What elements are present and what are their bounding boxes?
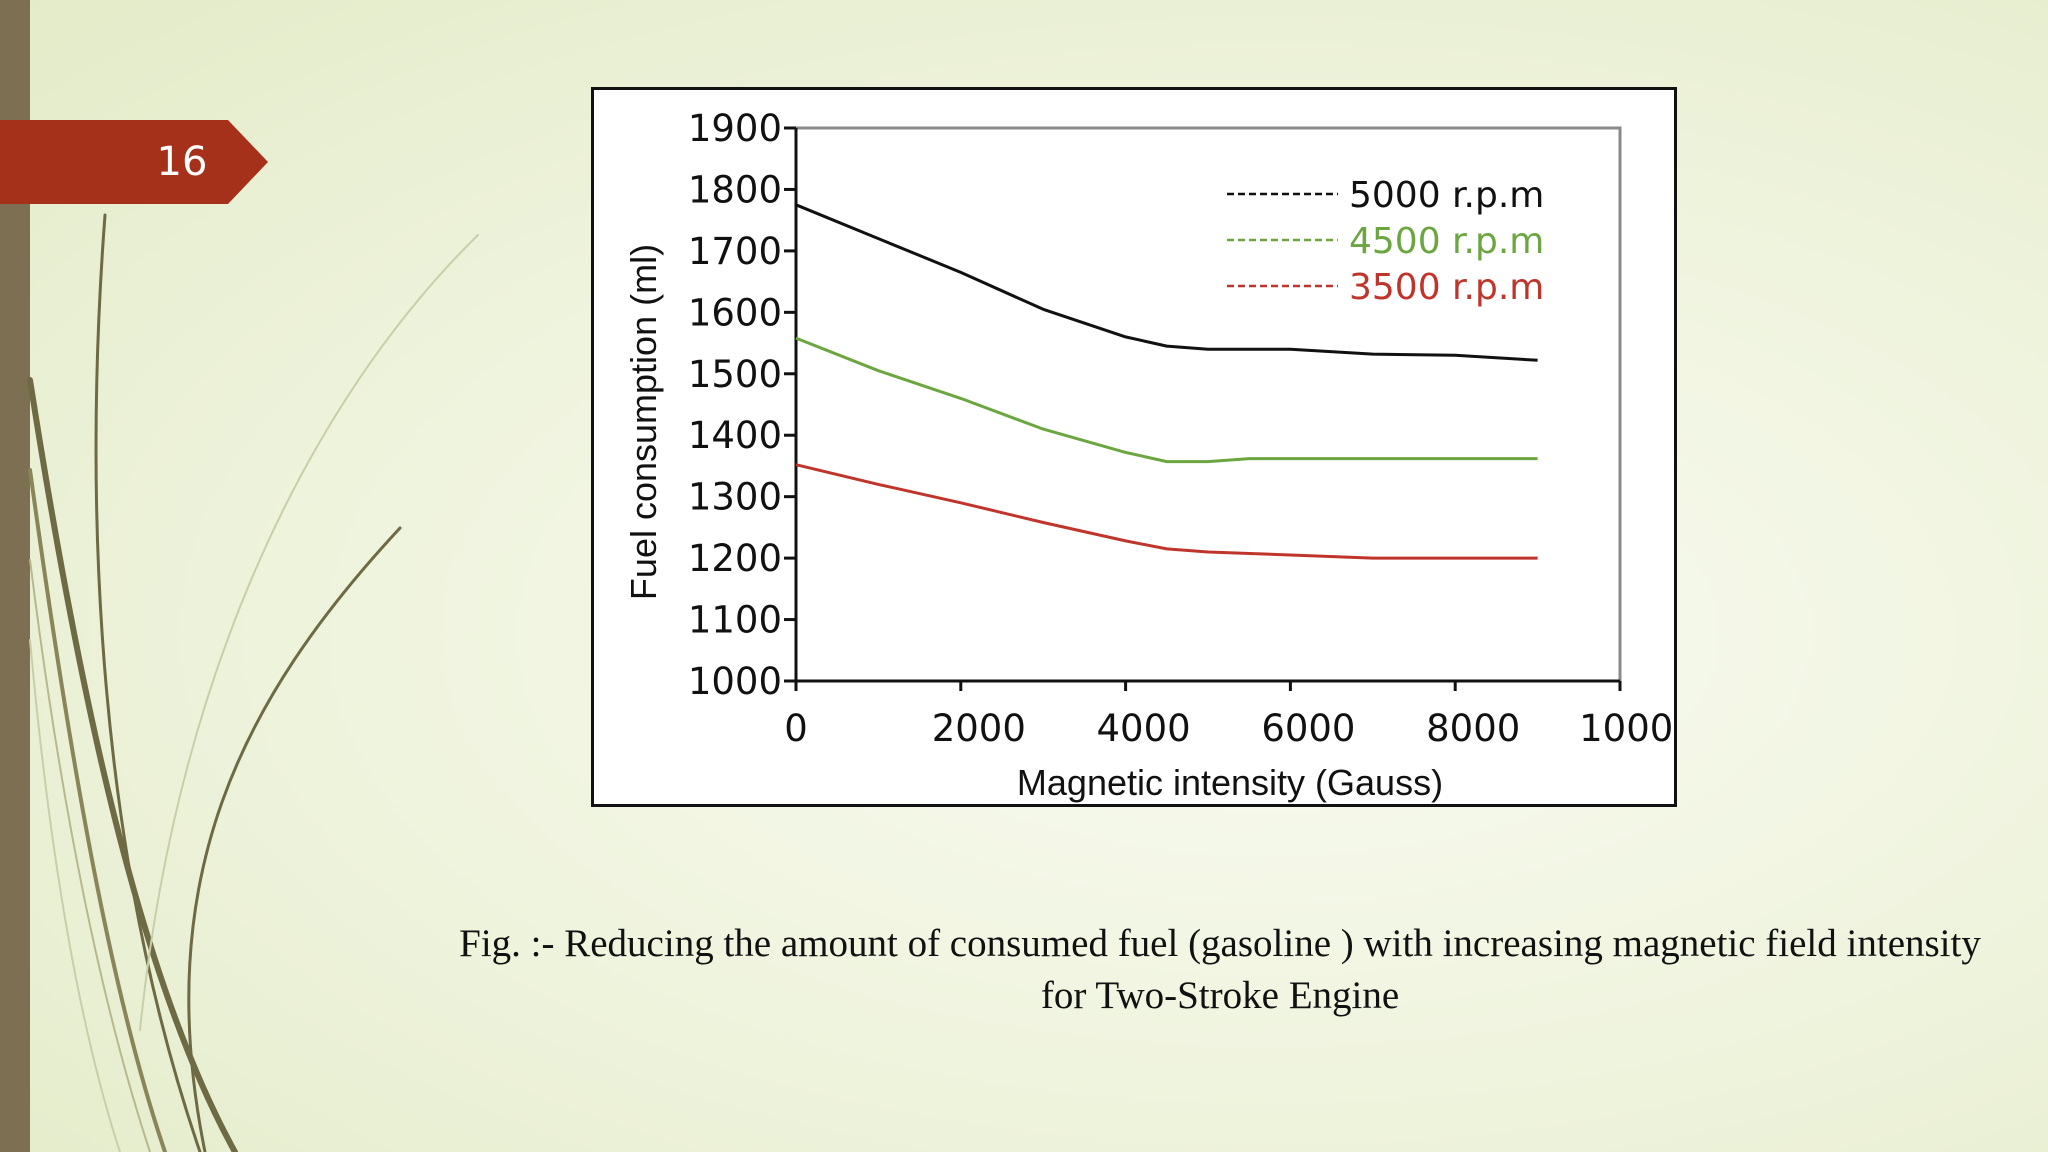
y-tick-label: 1500 <box>688 353 782 396</box>
legend-label: 4500 r.p.m <box>1349 221 1544 262</box>
x-tick-label: 6000 <box>1261 707 1355 750</box>
y-tick-label: 1800 <box>688 168 782 211</box>
y-tick-label: 1200 <box>688 537 782 580</box>
x-axis: 0 2000 4000 6000 8000 10000 <box>784 681 1674 750</box>
series-line-1 <box>795 203 1538 362</box>
y-axis: 1000 1100 1200 1300 1400 1500 1600 1700 1800 1900 <box>688 107 796 703</box>
legend-label: 3500 r.p.m <box>1349 267 1544 308</box>
figure-caption: Fig. :- Reducing the amount of consumed … <box>459 922 1981 1017</box>
y-tick-label: 1700 <box>688 230 782 273</box>
y-tick-label: 1600 <box>688 291 782 334</box>
line-chart: 1000 1100 1200 1300 1400 1500 1600 1700 1800 1900… <box>623 107 1674 803</box>
y-axis-title: Fuel consumption (ml) <box>623 244 664 600</box>
y-tick-label: 1000 <box>688 660 782 703</box>
y-tick-label: 1100 <box>688 599 782 642</box>
plot-area <box>794 126 1622 683</box>
y-tick-label: 1300 <box>688 476 782 519</box>
x-axis-title: Magnetic intensity (Gauss) <box>1017 762 1443 803</box>
x-tick-label: 0 <box>784 707 808 750</box>
series-lines <box>795 203 1538 560</box>
x-tick-label: 2000 <box>932 707 1026 750</box>
legend-label: 5000 r.p.m <box>1349 175 1544 216</box>
legend: 5000 r.p.m 4500 r.p.m 3500 r.p.m <box>1227 175 1544 308</box>
x-tick-label: 8000 <box>1426 707 1520 750</box>
series-line-3 <box>795 463 1538 560</box>
page-number-badge <box>0 120 268 204</box>
y-tick-label: 1900 <box>688 107 782 150</box>
chart-frame: 1000 1100 1200 1300 1400 1500 1600 1700 1800 1900… <box>591 87 1677 807</box>
series-line-2 <box>795 336 1538 464</box>
plot-border <box>794 126 1622 683</box>
y-tick-label: 1400 <box>688 414 782 457</box>
x-tick-label: 10000 <box>1579 707 1674 750</box>
page-number: 16 <box>156 139 208 185</box>
x-tick-label: 4000 <box>1097 707 1191 750</box>
